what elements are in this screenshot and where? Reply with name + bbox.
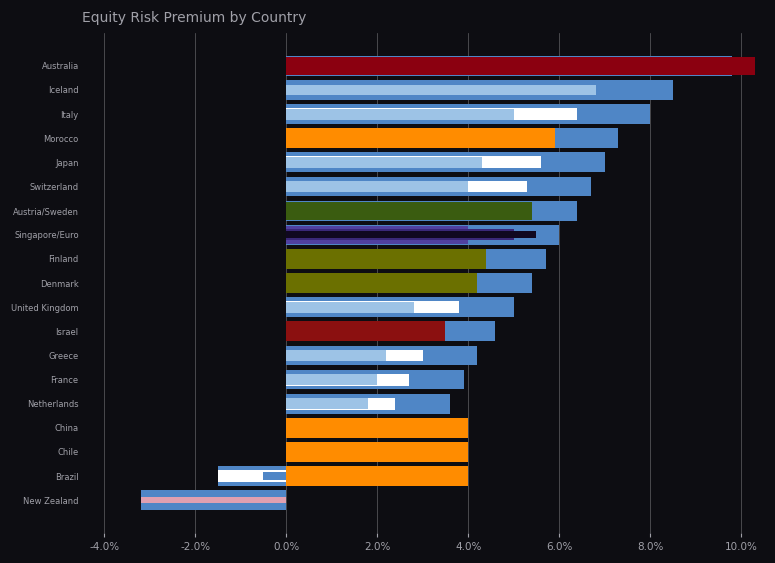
Bar [286, 226, 468, 244]
Bar [286, 231, 536, 238]
Bar [286, 442, 468, 462]
Bar [286, 446, 368, 458]
Bar [286, 446, 346, 457]
Bar [286, 253, 487, 265]
Bar [286, 56, 732, 76]
Bar [286, 422, 382, 434]
Bar [286, 207, 422, 214]
Bar [286, 398, 395, 410]
Bar [286, 229, 514, 240]
Bar [286, 132, 555, 144]
Bar [140, 497, 286, 503]
Bar [286, 249, 487, 269]
Bar [286, 80, 673, 100]
Bar [286, 84, 386, 95]
Bar [286, 225, 560, 245]
Bar [286, 422, 359, 434]
Bar [286, 321, 446, 341]
Bar [286, 370, 463, 390]
Bar [286, 346, 477, 365]
Bar [286, 350, 422, 361]
Bar [286, 398, 368, 409]
Bar [286, 104, 650, 124]
Bar [286, 57, 755, 75]
Bar [264, 472, 286, 480]
Bar [286, 321, 495, 341]
Bar [286, 109, 514, 119]
Bar [286, 394, 450, 414]
Bar [140, 490, 286, 510]
Bar [286, 325, 441, 337]
Bar [286, 57, 673, 75]
Bar [286, 181, 468, 192]
Bar [286, 249, 546, 269]
Bar [286, 205, 514, 217]
Bar [286, 442, 422, 462]
Bar [286, 157, 482, 168]
Bar [218, 470, 286, 482]
Bar [286, 466, 468, 486]
Text: Equity Risk Premium by Country: Equity Risk Premium by Country [81, 11, 306, 25]
Bar [286, 84, 595, 95]
Bar [286, 253, 432, 265]
Bar [286, 273, 477, 293]
Bar [286, 273, 532, 293]
Bar [286, 201, 577, 221]
Bar [286, 157, 541, 168]
Bar [286, 181, 527, 193]
Bar [286, 374, 377, 385]
Bar [286, 133, 495, 144]
Bar [286, 205, 455, 216]
Bar [286, 60, 560, 72]
Bar [286, 84, 505, 95]
Bar [286, 297, 514, 317]
Bar [286, 153, 604, 172]
Bar [286, 418, 436, 438]
Bar [218, 466, 286, 486]
Bar [286, 374, 409, 386]
Bar [286, 177, 591, 196]
Bar [286, 350, 386, 361]
Bar [286, 207, 386, 214]
Bar [286, 302, 414, 312]
Bar [286, 301, 459, 313]
Bar [286, 128, 555, 148]
Bar [286, 108, 577, 120]
Bar [286, 202, 532, 220]
Bar [286, 326, 400, 337]
Bar [286, 128, 618, 148]
Bar [286, 60, 641, 72]
Bar [286, 418, 468, 438]
Bar [286, 278, 422, 288]
